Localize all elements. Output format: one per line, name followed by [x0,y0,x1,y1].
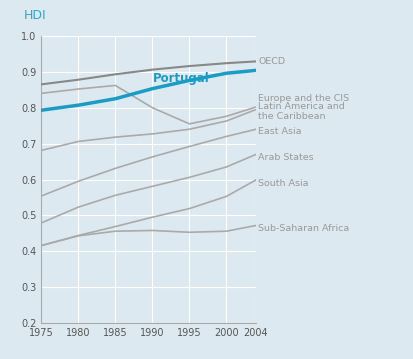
Text: Portugal: Portugal [152,73,209,85]
Text: South Asia: South Asia [258,178,309,188]
Text: Sub-Saharan Africa: Sub-Saharan Africa [258,224,349,233]
Text: Arab States: Arab States [258,153,314,163]
Text: HDI: HDI [24,9,47,22]
Text: Europe and the CIS: Europe and the CIS [258,94,349,103]
Text: Latin America and
the Caribbean: Latin America and the Caribbean [258,102,345,121]
Text: East Asia: East Asia [258,126,302,136]
Text: OECD: OECD [258,57,285,66]
